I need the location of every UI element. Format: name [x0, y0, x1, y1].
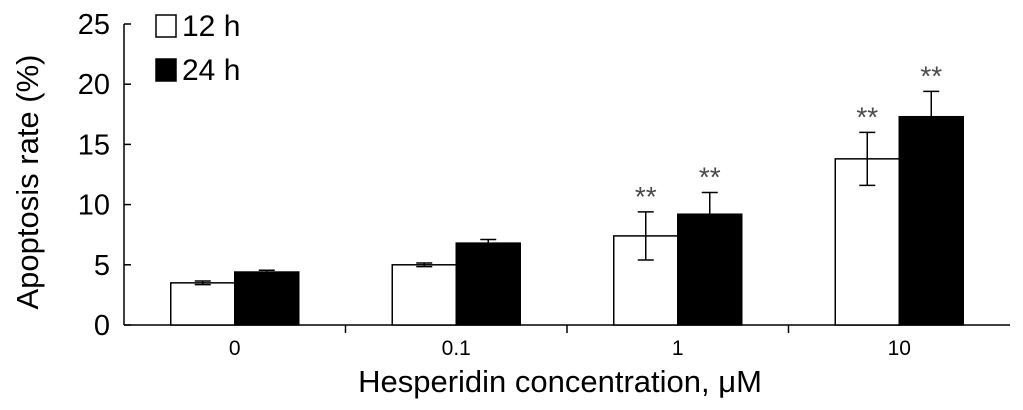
bar [898, 115, 964, 326]
y-tick-label: 10 [78, 190, 110, 222]
significance-marker: ** [920, 60, 942, 91]
significance-marker: ** [856, 101, 878, 132]
legend-swatch [155, 14, 177, 38]
bar [170, 282, 236, 326]
error-bars [194, 90, 940, 286]
bars [170, 115, 964, 326]
y-axis-title: Apoptosis rate (%) [10, 55, 45, 310]
legend: 12 h 24 h [155, 10, 240, 87]
x-tick-label: 0.1 [442, 337, 471, 360]
legend-label: 24 h [182, 54, 240, 87]
bar [391, 264, 457, 326]
y-tick-label: 0 [94, 310, 110, 342]
bar [455, 242, 521, 326]
significance-marker: ** [699, 162, 721, 193]
bar [834, 158, 900, 326]
x-tick-label: 1 [672, 337, 684, 360]
x-tick-label: 10 [888, 337, 911, 360]
y-tick-label: 20 [78, 69, 110, 101]
y-tick-label: 15 [78, 129, 110, 161]
significance-marker: ** [635, 181, 657, 212]
legend-swatch [155, 58, 177, 82]
x-tick-label: 0 [229, 337, 241, 360]
y-ticks: 0 5 10 15 20 25 [78, 9, 131, 342]
x-axis-title: Hesperidin concentration, μM [358, 364, 762, 399]
x-ticks: 0 0.1 1 10 [229, 325, 911, 360]
y-tick-label: 25 [78, 9, 110, 41]
significance-markers: ** ** ** ** [635, 60, 942, 211]
legend-label: 12 h [182, 10, 240, 43]
y-tick-label: 5 [94, 250, 110, 282]
bar [234, 271, 300, 326]
